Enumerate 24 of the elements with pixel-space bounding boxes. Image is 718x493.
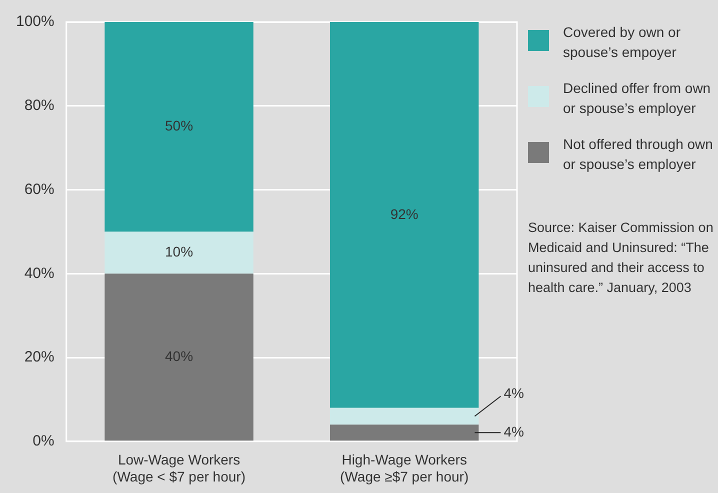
x-tick-label: High-Wage Workers (Wage ≥$7 per hour) [340, 452, 469, 484]
y-tick-label: 80% [24, 97, 54, 114]
legend-label: Covered by own or spouse’s empoyer [563, 23, 682, 62]
data-label: 50% [165, 118, 194, 134]
data-label: 40% [165, 348, 194, 364]
bar [330, 22, 479, 408]
bar [104, 22, 254, 232]
y-tick-label: 40% [24, 264, 54, 282]
bar [330, 424, 479, 441]
bar [330, 408, 479, 425]
bar [104, 232, 254, 274]
y-tick-label: 60% [24, 180, 54, 198]
y-tick-label: 0% [32, 432, 54, 450]
data-label: 10% [165, 244, 194, 260]
source-note: Source: Kaiser Commission on Medicaid and Uninsured: “The uninsured and their access to health care.” January, 2003 [528, 219, 714, 297]
data-label: 4% [504, 385, 524, 402]
y-tick-label: 20% [24, 348, 54, 366]
legend-label: Declined offer from own or spouse’s employer [563, 79, 712, 118]
x-tick-label: Low-Wage Workers (Wage < $7 per hour) [112, 452, 246, 484]
bar [104, 274, 254, 441]
y-tick-label: 100% [16, 13, 54, 30]
data-label: 92% [390, 206, 418, 222]
legend-label: Not offered through own or spouse’s employer [563, 135, 714, 174]
data-label: 4% [504, 423, 524, 440]
